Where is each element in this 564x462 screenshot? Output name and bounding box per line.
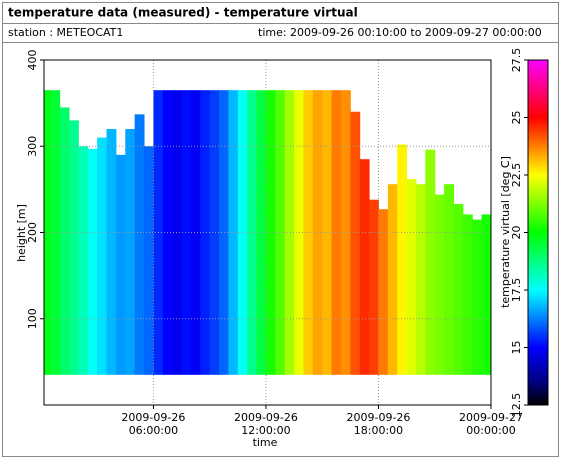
- colorbar-tick-label: 15: [510, 341, 523, 355]
- heatmap-cell: [181, 90, 192, 375]
- heatmap-cell: [190, 90, 201, 375]
- heatmap-cell: [106, 129, 117, 375]
- y-tick-label: 300: [26, 136, 39, 157]
- x-tick-label: 2009-09-26 18:00:00: [346, 411, 410, 437]
- x-tick-label: 2009-09-26 12:00:00: [234, 411, 298, 437]
- heatmap-cell: [340, 90, 351, 375]
- heatmap-cell: [69, 120, 79, 375]
- heatmap-cell: [415, 184, 426, 375]
- heatmap-cell: [284, 90, 295, 375]
- heatmap-cell: [397, 144, 408, 375]
- heatmap-cell: [481, 214, 492, 375]
- colorbar-tick-label: 22.5: [510, 163, 523, 188]
- colorbar: [527, 59, 549, 406]
- period: time: 2009-09-26 00:10:00 to 2009-09-27 …: [258, 26, 542, 39]
- y-tick-label: 100: [26, 308, 39, 329]
- heatmap-cell: [247, 90, 258, 375]
- y-tick-label: 200: [26, 222, 39, 243]
- heatmap-cell: [350, 111, 361, 375]
- colorbar-tick-label: 27.5: [510, 48, 523, 73]
- plot-area: [43, 59, 492, 406]
- heatmap-cell: [378, 209, 389, 375]
- heatmap-cell: [59, 107, 70, 375]
- heatmap-cell: [115, 154, 126, 375]
- heatmap-cell: [134, 114, 145, 375]
- heatmap-cell: [200, 90, 211, 375]
- heatmap-cell: [444, 184, 454, 375]
- heatmap-cell: [209, 90, 220, 375]
- heatmap-cell: [97, 137, 108, 375]
- heatmap-cell: [406, 179, 417, 375]
- heatmap-cell: [322, 90, 333, 375]
- heatmap-cell: [50, 90, 61, 375]
- heatmap-cell: [425, 149, 436, 375]
- heatmap-cell: [256, 90, 267, 375]
- heatmap-cell: [453, 204, 464, 375]
- heatmap-cell: [265, 90, 276, 375]
- heatmap-cell: [87, 148, 98, 375]
- y-tick-label: 400: [26, 50, 39, 71]
- y-axis-label: height [m]: [15, 204, 28, 262]
- heatmap-cell: [172, 90, 183, 375]
- heatmap-cell: [78, 146, 89, 375]
- x-tick-label: 2009-09-27 00:00:00: [459, 411, 523, 437]
- heatmap-cell: [331, 90, 342, 375]
- colorbar-label: temperature virtual [deg C]: [499, 156, 512, 308]
- x-tick-label: 2009-09-26 06:00:00: [121, 411, 185, 437]
- heatmap-cell: [275, 90, 286, 375]
- colorbar-tick-label: 20: [510, 226, 523, 240]
- heatmap-cell: [472, 219, 483, 375]
- heatmap-cell: [144, 146, 154, 375]
- heatmap-cell: [387, 184, 398, 375]
- heatmap-cell: [219, 90, 229, 375]
- heatmap-cell: [369, 199, 379, 375]
- heatmap-cell: [125, 129, 136, 375]
- heatmap-cell: [434, 194, 445, 375]
- station: station : METEOCAT1: [8, 26, 123, 39]
- heatmap-cell: [359, 159, 370, 375]
- colorbar-tick-label: 12.5: [510, 393, 523, 418]
- x-axis-label: time: [253, 436, 278, 449]
- chart-title: temperature data (measured) - temperatur…: [8, 6, 358, 20]
- colorbar-tick-label: 25: [510, 111, 523, 125]
- colorbar-tick-label: 17.5: [510, 278, 523, 303]
- heatmap-cell: [462, 214, 473, 375]
